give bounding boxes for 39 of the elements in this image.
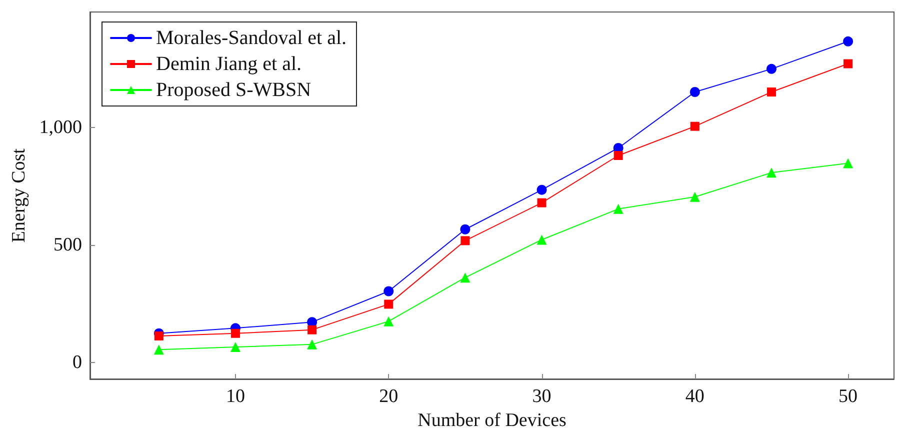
point xyxy=(766,87,776,96)
y-tick-label: 500 xyxy=(54,234,82,256)
point xyxy=(537,198,546,208)
x-tick-label: 20 xyxy=(379,386,398,407)
point xyxy=(690,122,700,131)
point xyxy=(766,64,776,74)
point xyxy=(613,204,624,214)
point xyxy=(384,316,394,326)
point xyxy=(690,192,700,202)
x-axis-title: Number of Devices xyxy=(418,410,566,431)
point xyxy=(690,86,700,97)
legend-label: Demin Jiang et al. xyxy=(156,53,302,75)
y-axis-title: Energy Cost xyxy=(8,148,30,243)
point xyxy=(766,168,776,178)
point xyxy=(384,286,394,296)
x-tick-label: 10 xyxy=(226,386,245,407)
point xyxy=(230,328,240,338)
point xyxy=(308,325,317,334)
point xyxy=(384,300,394,309)
legend-label: Proposed S-WBSN xyxy=(156,79,312,101)
x-tick-label: 40 xyxy=(685,386,704,407)
point xyxy=(614,151,623,160)
point xyxy=(843,36,854,46)
point xyxy=(536,184,547,195)
point xyxy=(460,272,470,283)
point xyxy=(230,342,240,352)
legend-label: Morales-Sandoval et al. xyxy=(156,27,346,49)
y-tick-label: 1,000 xyxy=(39,116,82,138)
point xyxy=(154,344,164,355)
point xyxy=(536,234,547,245)
point xyxy=(844,59,853,68)
x-tick-label: 50 xyxy=(838,386,858,407)
y-tick-label: 0 xyxy=(72,352,82,374)
point xyxy=(154,331,164,340)
point xyxy=(460,224,470,234)
point xyxy=(460,236,470,246)
point xyxy=(843,158,854,168)
x-tick-label: 30 xyxy=(532,386,552,407)
point xyxy=(307,339,318,350)
